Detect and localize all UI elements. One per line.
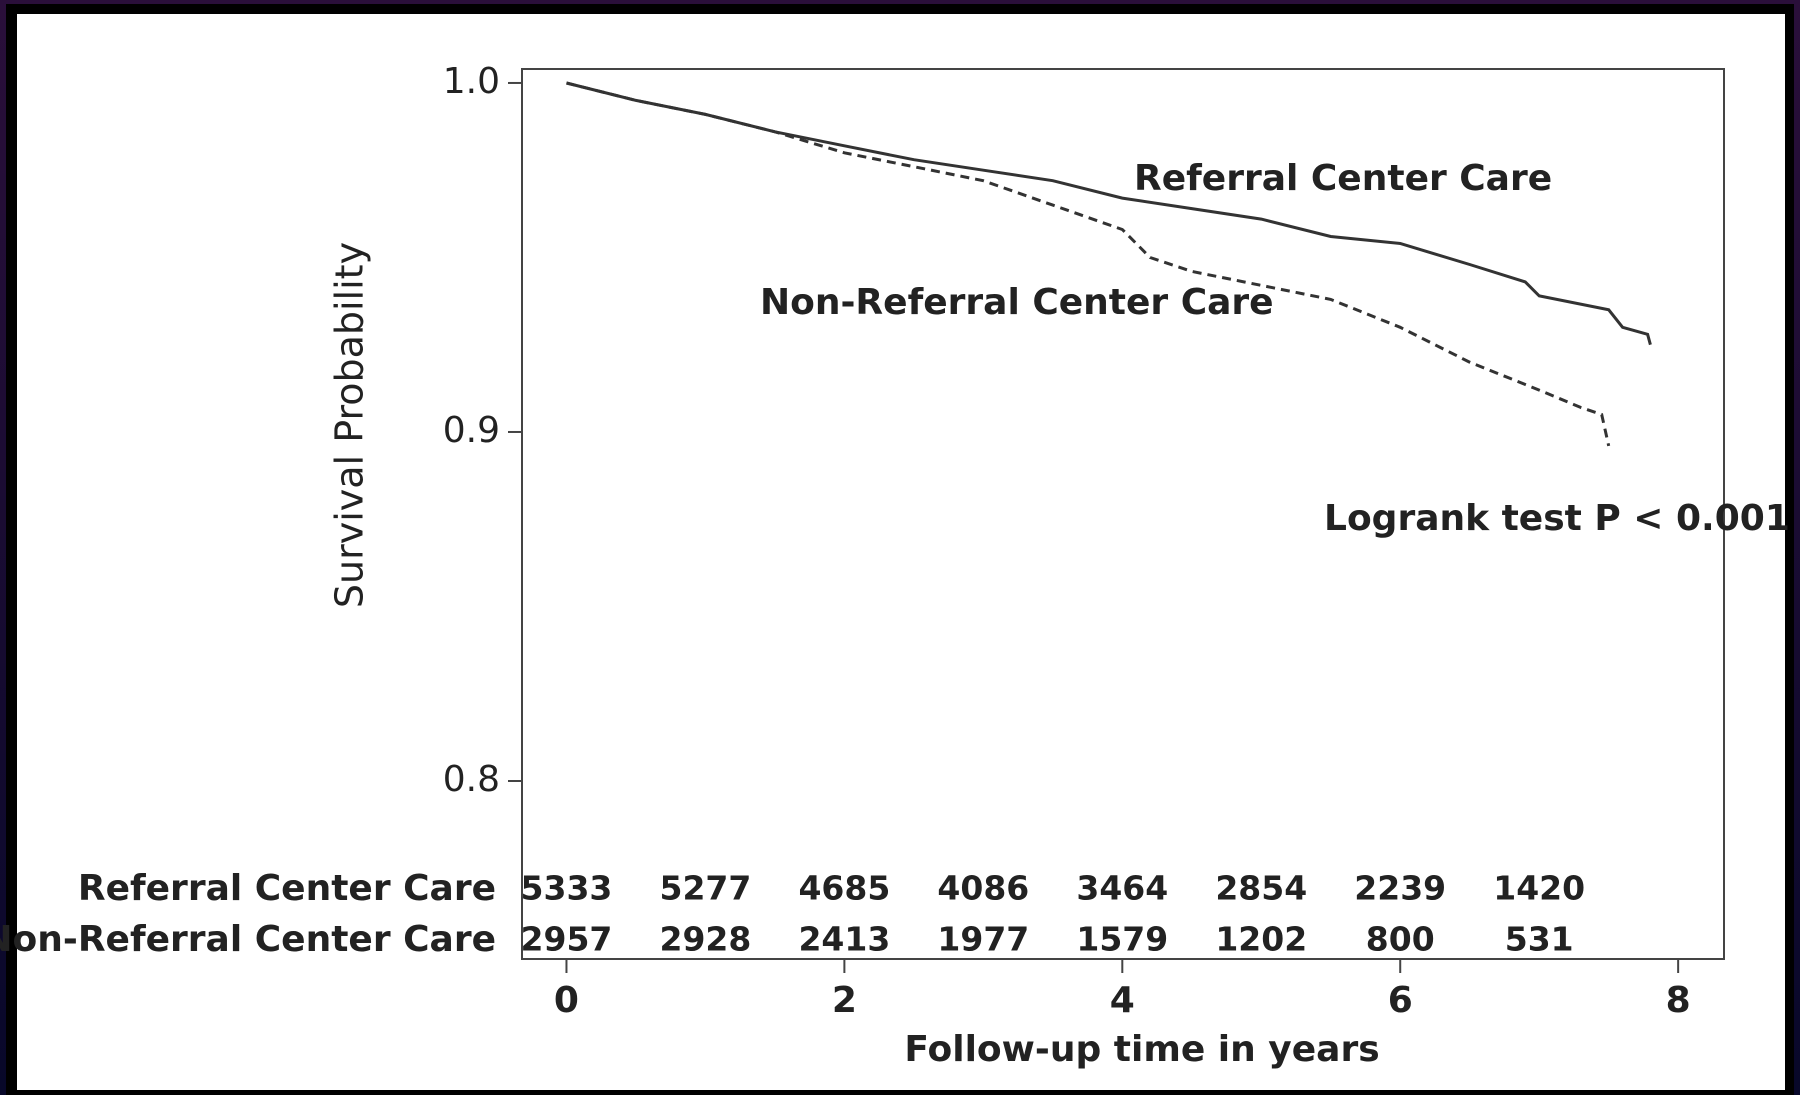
y-axis-title: Survival Probability <box>328 242 372 608</box>
risk-count: 800 <box>1366 920 1435 959</box>
x-tick-label: 8 <box>1666 980 1691 1021</box>
risk-row-name: Referral Center Care <box>78 868 496 909</box>
x-tick-label: 4 <box>1110 980 1135 1021</box>
annotation: Non-Referral Center Care <box>760 282 1274 323</box>
risk-count: 4086 <box>937 869 1029 908</box>
risk-count: 2854 <box>1215 869 1307 908</box>
y-tick-label: 0.8 <box>443 759 500 800</box>
risk-count: 2928 <box>659 920 751 959</box>
annotation: Logrank test P < 0.001 <box>1324 498 1790 539</box>
survival-curve <box>566 81 1611 447</box>
y-tick-label: 1.0 <box>443 61 500 102</box>
risk-count: 2239 <box>1354 869 1446 908</box>
risk-count: 1202 <box>1215 920 1307 959</box>
x-tick-label: 2 <box>832 980 857 1021</box>
risk-count: 5277 <box>659 869 751 908</box>
y-tick-label: 0.9 <box>443 410 500 451</box>
panel <box>17 14 1785 1090</box>
x-tick-label: 6 <box>1388 980 1413 1021</box>
risk-count: 3464 <box>1076 869 1168 908</box>
risk-row-name: Non-Referral Center Care <box>0 919 496 960</box>
risk-count: 1579 <box>1076 920 1168 959</box>
risk-count: 1420 <box>1493 869 1585 908</box>
annotation: Referral Center Care <box>1134 158 1552 199</box>
risk-count: 531 <box>1505 920 1574 959</box>
risk-count: 2413 <box>798 920 890 959</box>
x-axis-title: Follow-up time in years <box>904 1029 1379 1070</box>
risk-count: 4685 <box>798 869 890 908</box>
risk-count: 1977 <box>937 920 1029 959</box>
risk-count: 2957 <box>521 920 613 959</box>
risk-count: 5333 <box>521 869 613 908</box>
x-tick-label: 0 <box>554 980 579 1021</box>
